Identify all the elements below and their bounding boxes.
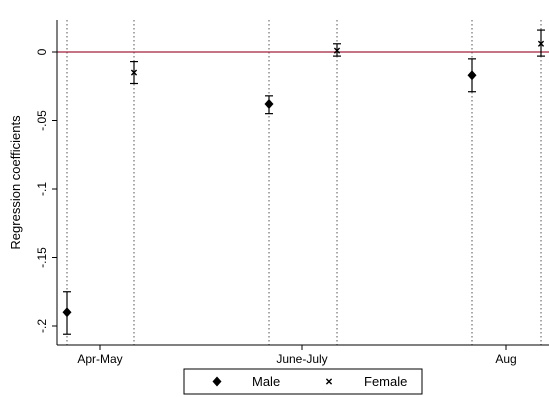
female-estimate-0 [130,60,138,85]
diamond-marker [264,99,274,110]
legend-label-male: Male [252,374,280,389]
male-estimate-0 [62,291,72,335]
diamond-marker [467,70,477,81]
y-tick-label: -.05 [35,110,49,131]
y-tick-label: 0 [35,48,49,55]
y-tick-label: -.1 [35,182,49,196]
x-marker [537,40,545,47]
x-tick-label: June-July [276,352,327,366]
y-tick-label: -.2 [35,319,49,333]
x-axis-ticks: Apr-May June-July Aug [77,345,517,366]
x-tick-label: Apr-May [77,352,122,366]
data-marks [62,29,545,335]
legend-diamond-marker [212,376,222,387]
female-estimate-2 [537,29,545,57]
legend: Male Female [183,368,423,395]
legend-x-marker [325,378,333,385]
male-estimate-2 [467,58,477,93]
x-marker [333,47,341,54]
y-axis-title: Regression coefficients [8,115,23,250]
y-axis-ticks: 0 -.05 -.1 -.15 -.2 [35,48,57,333]
legend-box [183,368,423,395]
x-tick-label: Aug [495,352,516,366]
y-tick-label: -.15 [35,247,49,268]
legend-label-female: Female [364,374,407,389]
diamond-marker [62,307,72,318]
x-marker [130,69,138,76]
male-estimate-1 [264,95,274,115]
female-estimate-1 [333,43,341,57]
